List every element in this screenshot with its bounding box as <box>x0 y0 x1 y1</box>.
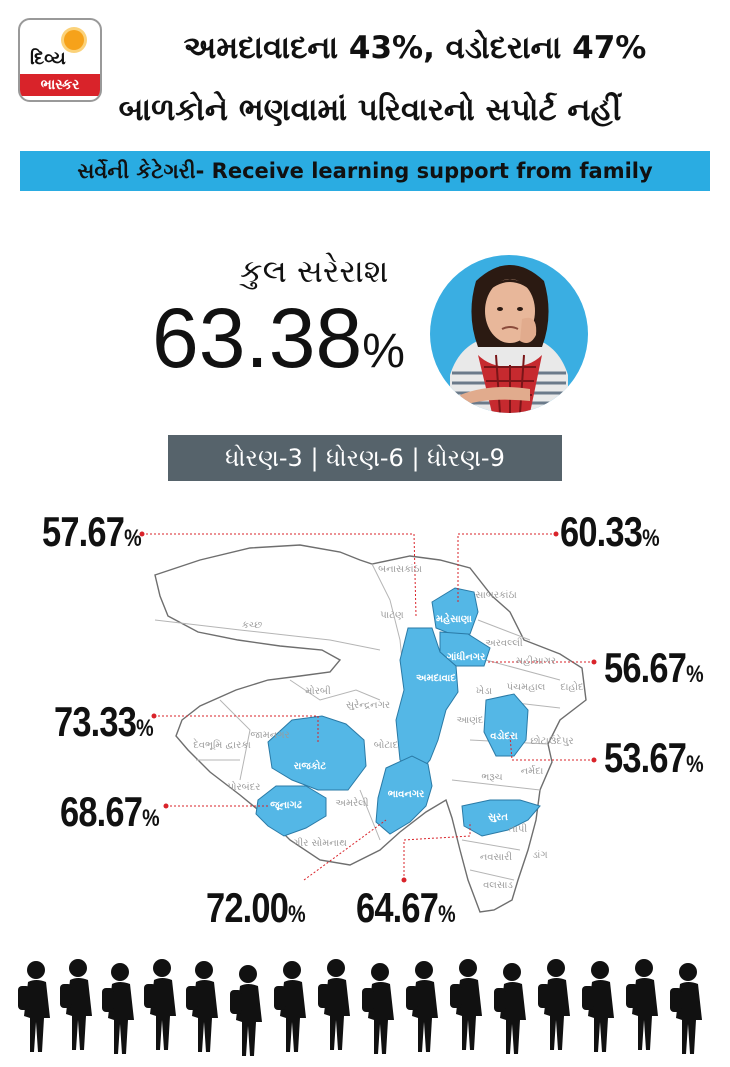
svg-text:ખેડા: ખેડા <box>476 684 493 697</box>
value-mehsana-unit: % <box>642 525 660 552</box>
svg-text:તાપી: તાપી <box>509 823 528 835</box>
value-gandhinagar-unit: % <box>686 661 704 688</box>
value-gandhinagar-number: 56.67 <box>604 644 687 691</box>
svg-text:સાબરકાંઠા: સાબરકાંઠા <box>475 589 517 601</box>
sun-icon <box>64 30 84 50</box>
district-label-junagadh: જૂનાગઢ <box>270 800 302 812</box>
svg-text:મોરબી: મોરબી <box>305 684 331 697</box>
value-vadodara-number: 53.67 <box>604 734 687 781</box>
value-bhavnagar-unit: % <box>288 901 306 928</box>
highlighted-district-labels: મહેસાણા ગાંધીનગર અમદાવાદ વડોદરા રાજકોટ જ… <box>270 611 518 823</box>
value-ahmedabad-unit: % <box>124 525 142 552</box>
girl-illustration <box>450 265 568 413</box>
value-vadodara: 53.67% <box>604 734 704 782</box>
svg-text:નર્મદા: નર્મદા <box>521 765 544 777</box>
value-rajkot: 73.33% <box>54 698 154 746</box>
value-surat-number: 64.67 <box>356 884 439 931</box>
highlighted-districts <box>255 587 541 837</box>
svg-text:મહીસાગર: મહીસાગર <box>516 655 556 667</box>
value-surat: 64.67% <box>356 884 456 932</box>
headline-line-1: અમદાવાદના 43%, વડોદરાના 47% <box>183 30 647 66</box>
svg-text:પાટણ: પાટણ <box>380 610 404 621</box>
svg-text:કચ્છ: કચ્છ <box>242 620 262 631</box>
svg-text:દેવભૂમિ દ્વારકા: દેવભૂમિ દ્વારકા <box>193 737 252 751</box>
girl-portrait-image <box>430 255 588 413</box>
value-junagadh-number: 68.67 <box>60 788 143 835</box>
value-gandhinagar: 56.67% <box>604 644 704 692</box>
value-rajkot-number: 73.33 <box>54 698 137 745</box>
leader-dots <box>139 531 597 883</box>
survey-category-banner: સર્વેની કેટેગરી- Receive learning suppor… <box>20 151 710 191</box>
svg-text:સુરેન્દ્રનગર: સુરેન્દ્રનગર <box>346 698 390 711</box>
district-label-rajkot: રાજકોટ <box>294 758 327 772</box>
value-ahmedabad: 57.67% <box>42 508 142 556</box>
overall-average-label: કુલ સરેરાશ <box>240 252 389 290</box>
svg-text:વલસાડ: વલસાડ <box>483 880 513 891</box>
district-label-bhavnagar: ભાવનગર <box>388 789 425 800</box>
district-label-mehsana: મહેસાણા <box>436 611 472 625</box>
district-label-vadodara: વડોદરા <box>490 728 518 742</box>
value-vadodara-unit: % <box>686 751 704 778</box>
value-mehsana: 60.33% <box>560 508 660 556</box>
other-district-labels: બનાસકાંઠા સાબરકાંઠા પાટણ કચ્છ અરવલ્લી મહ… <box>193 563 584 891</box>
logo-text-bottom: ભાસ્કર <box>20 74 100 96</box>
svg-text:પોરબંદર: પોરબંદર <box>228 780 261 793</box>
overall-average-unit: % <box>362 325 405 378</box>
value-rajkot-unit: % <box>136 715 154 742</box>
value-bhavnagar-number: 72.00 <box>206 884 289 931</box>
svg-text:ડાંગ: ડાંગ <box>532 849 547 861</box>
svg-text:ગીર સોમનાથ: ગીર સોમનાથ <box>293 836 347 849</box>
svg-text:આણંદ: આણંદ <box>456 714 483 726</box>
value-surat-unit: % <box>438 901 456 928</box>
value-bhavnagar: 72.00% <box>206 884 306 932</box>
overall-average-number: 63.38 <box>152 291 363 385</box>
svg-text:બોટાદ: બોટાદ <box>374 738 399 751</box>
logo-text-top: દિવ્ય <box>30 48 66 69</box>
standards-bar: ધોરણ-3 | ધોરણ-6 | ધોરણ-9 <box>168 435 562 481</box>
svg-text:અમરેલી: અમરેલી <box>335 796 368 809</box>
headline-line-2: બાળકોને ભણવામાં પરિવારનો સપોર્ટ નહીં <box>118 92 622 128</box>
overall-average-value: 63.38% <box>152 290 405 387</box>
svg-text:દાહોદ: દાહોદ <box>560 680 584 693</box>
district-label-ahmedabad: અમદાવાદ <box>416 673 456 684</box>
svg-text:નવસારી: નવસારી <box>480 851 512 863</box>
value-junagadh: 68.67% <box>60 788 160 836</box>
svg-text:ભરૂચ: ભરૂચ <box>481 772 502 783</box>
students-silhouette-row <box>18 959 702 1056</box>
value-mehsana-number: 60.33 <box>560 508 643 555</box>
svg-text:અરવલ્લી: અરવલ્લી <box>485 637 523 649</box>
svg-text:પંચમહાલ: પંચમહાલ <box>507 681 546 693</box>
svg-text:છોટાઉદેપુર: છોટાઉદેપુર <box>530 733 573 747</box>
district-label-surat: સુરત <box>488 812 508 823</box>
district-label-gandhinagar: ગાંધીનગર <box>447 650 486 663</box>
divya-bhaskar-logo: દિવ્ય ભાસ્કર <box>18 18 102 102</box>
leader-lines <box>142 533 594 881</box>
value-junagadh-unit: % <box>142 805 160 832</box>
svg-text:જામનગર: જામનગર <box>250 730 289 741</box>
svg-text:બનાસકાંઠા: બનાસકાંઠા <box>378 563 422 575</box>
value-ahmedabad-number: 57.67 <box>42 508 125 555</box>
